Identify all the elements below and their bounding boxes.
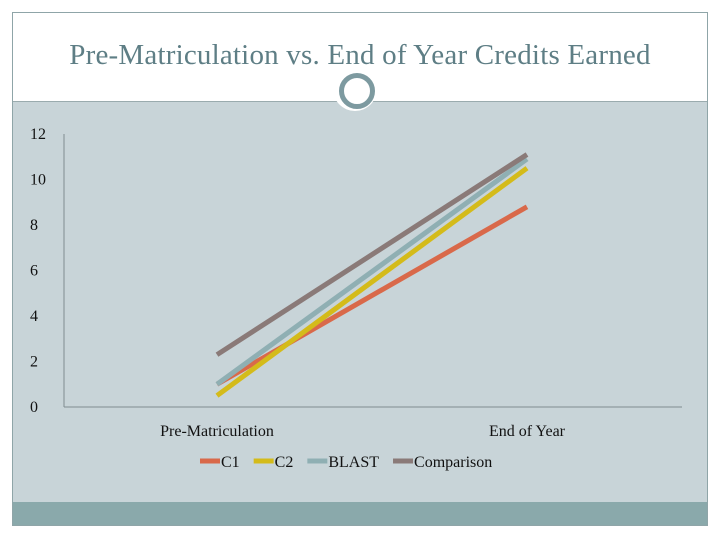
y-tick-label: 12 <box>30 126 46 143</box>
x-tick-labels: Pre-Matriculation End of Year <box>160 423 566 440</box>
legend-label: C2 <box>275 454 294 471</box>
legend-label: Comparison <box>414 454 492 471</box>
y-tick-label: 2 <box>30 354 38 371</box>
y-tick-label: 10 <box>30 172 46 189</box>
y-tick-label: 6 <box>30 263 38 280</box>
series-lines <box>215 152 529 398</box>
series-line-blast <box>215 157 529 387</box>
x-tick-label: Pre-Matriculation <box>160 423 274 440</box>
slide-title: Pre-Matriculation vs. End of Year Credit… <box>69 39 651 71</box>
series-line-c2 <box>215 166 529 398</box>
footer-band <box>13 502 707 525</box>
legend-label: C1 <box>221 454 240 471</box>
chart-axes <box>63 134 682 408</box>
y-tick-labels: 0 2 4 6 8 10 12 <box>30 126 46 416</box>
legend-label: BLAST <box>328 454 379 471</box>
y-tick-label: 4 <box>30 308 38 325</box>
y-tick-label: 8 <box>30 217 38 234</box>
y-tick-label: 0 <box>30 399 38 416</box>
series-line-comparison <box>215 152 529 357</box>
circle-ring-icon <box>339 73 375 109</box>
legend: C1 C2 BLAST Comparison <box>200 454 492 471</box>
x-tick-label: End of Year <box>489 423 566 440</box>
circle-badge-icon <box>333 67 377 111</box>
series-line-c1 <box>215 204 529 387</box>
